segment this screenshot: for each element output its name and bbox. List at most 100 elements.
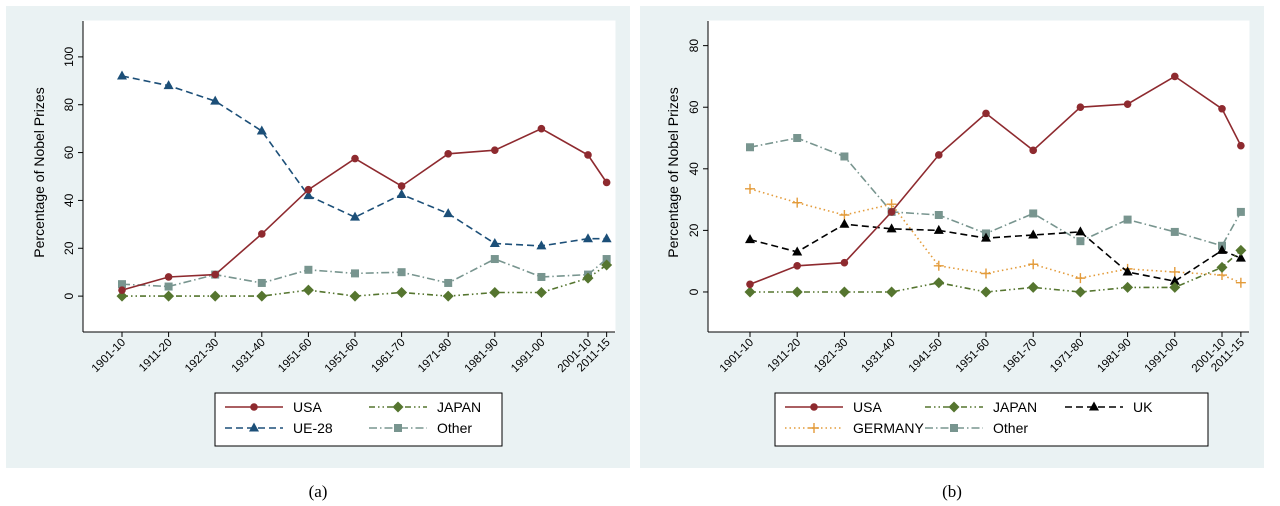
point-germany-marker bbox=[933, 260, 944, 271]
point-ue-28-marker bbox=[210, 95, 221, 105]
point-other-marker bbox=[1236, 207, 1245, 216]
x-tick-label: 1951-60 bbox=[276, 337, 314, 375]
point-uk-marker bbox=[886, 223, 897, 233]
point-usa-marker bbox=[258, 230, 266, 238]
series-usa bbox=[746, 72, 1245, 289]
plot-area-a bbox=[82, 20, 616, 333]
legend-item-germany: GERMANY bbox=[785, 420, 924, 436]
legend-label-usa: USA bbox=[293, 399, 322, 415]
point-other-marker bbox=[537, 272, 546, 281]
point-ue-28-marker bbox=[117, 70, 127, 80]
point-other-marker bbox=[490, 255, 499, 264]
point-other-marker bbox=[1029, 209, 1038, 218]
point-germany-marker bbox=[1169, 266, 1180, 277]
point-japan-marker bbox=[302, 284, 314, 296]
point-usa-marker bbox=[1218, 104, 1226, 113]
legend-item-usa: USA bbox=[785, 399, 882, 415]
caption-b: (b) bbox=[942, 482, 962, 501]
point-other-marker bbox=[118, 280, 126, 289]
point-japan-marker bbox=[256, 290, 268, 302]
point-usa-marker bbox=[584, 151, 592, 159]
y-tick-label: 20 bbox=[687, 223, 701, 237]
point-germany-marker bbox=[839, 209, 850, 220]
legend-other-marker bbox=[950, 424, 958, 432]
point-other-marker bbox=[840, 152, 849, 161]
point-japan-marker bbox=[116, 290, 128, 302]
legend-label-japan: JAPAN bbox=[437, 399, 481, 415]
x-tick-label: 1911-20 bbox=[137, 337, 175, 375]
y-axis-label: Percentage of Nobel Prizes bbox=[31, 87, 47, 257]
point-japan-marker bbox=[980, 286, 992, 298]
chart-b-svg: 0 20 40 60 80 Percentage of Nobel Prizes 1901-… bbox=[665, 20, 1250, 447]
point-usa-marker bbox=[1237, 141, 1245, 150]
x-tick-label: 1981-90 bbox=[463, 337, 501, 375]
point-japan-marker bbox=[582, 272, 594, 284]
chart-a-svg: 0 20 40 60 80 100 Percentage of Nobel Prizes 19… bbox=[31, 20, 616, 447]
point-other-marker bbox=[746, 143, 754, 152]
legend-b: USA JAPAN UK GERMANY Other bbox=[774, 392, 1209, 447]
point-uk-marker bbox=[745, 234, 755, 244]
legend-box bbox=[214, 392, 503, 447]
point-germany-marker bbox=[886, 199, 897, 210]
series-line-ue-28 bbox=[121, 75, 607, 247]
y-tick-label: 60 bbox=[687, 100, 701, 114]
point-usa-marker bbox=[397, 182, 406, 190]
point-usa-marker bbox=[491, 146, 499, 154]
point-uk-marker bbox=[1075, 226, 1086, 236]
legend-label-other: Other bbox=[437, 420, 472, 436]
y-tick-label: 20 bbox=[62, 241, 76, 255]
point-usa-marker bbox=[793, 261, 801, 270]
x-tick-label: 1971-80 bbox=[1048, 337, 1086, 375]
point-usa-marker bbox=[602, 178, 611, 187]
x-tick-label: 1951-60 bbox=[323, 337, 361, 375]
point-japan-marker bbox=[1216, 261, 1228, 273]
x-tick-label: 1921-30 bbox=[183, 337, 221, 375]
point-usa-marker bbox=[164, 273, 173, 281]
point-ue-28-marker bbox=[350, 211, 360, 221]
y-tick-label: 80 bbox=[687, 39, 701, 53]
point-ue-28-marker bbox=[256, 125, 267, 135]
point-ue-28-marker bbox=[303, 190, 314, 200]
point-ue-28-marker bbox=[536, 240, 547, 250]
point-ue-28-marker bbox=[163, 80, 174, 90]
legend-label-japan: JAPAN bbox=[993, 399, 1037, 415]
caption-a: (a) bbox=[308, 482, 328, 501]
point-uk-marker bbox=[1169, 275, 1180, 285]
point-japan-marker bbox=[1122, 281, 1134, 293]
point-japan-marker bbox=[1027, 281, 1039, 293]
x-tick-label: 1931-40 bbox=[859, 337, 897, 375]
point-usa-marker bbox=[118, 286, 126, 294]
point-japan-marker bbox=[489, 287, 501, 299]
point-other-marker bbox=[304, 265, 313, 274]
point-uk-marker bbox=[1217, 244, 1227, 254]
series-japan bbox=[744, 244, 1247, 298]
point-usa-marker bbox=[304, 185, 313, 194]
point-usa-marker bbox=[935, 151, 943, 159]
legend-label-uk: UK bbox=[1133, 399, 1153, 415]
series-line-usa bbox=[749, 75, 1242, 286]
y-tick-label: 40 bbox=[62, 193, 76, 207]
point-japan-marker bbox=[535, 287, 547, 299]
point-uk-marker bbox=[933, 224, 944, 234]
point-japan-marker bbox=[744, 286, 756, 298]
chart-panel-a: 0 20 40 60 80 100 Percentage of Nobel Prizes 19… bbox=[6, 6, 630, 468]
chart-panel-b: 0 20 40 60 80 Percentage of Nobel Prizes 1901-… bbox=[640, 6, 1264, 468]
x-tick-label: 1931-40 bbox=[230, 337, 268, 375]
point-japan-marker bbox=[349, 290, 361, 302]
legend-item-other: Other bbox=[369, 420, 472, 436]
legend-item-other: Other bbox=[925, 420, 1028, 436]
x-tick-label: 1941-50 bbox=[907, 337, 945, 375]
series-japan bbox=[116, 259, 613, 302]
legend-ue-28-marker bbox=[249, 422, 259, 432]
plot-area-b bbox=[707, 20, 1250, 333]
legend-item-japan: JAPAN bbox=[925, 399, 1037, 415]
point-usa-marker bbox=[1029, 146, 1037, 155]
point-germany-marker bbox=[1028, 259, 1039, 270]
legend-japan-marker bbox=[392, 401, 404, 413]
point-japan-marker bbox=[791, 286, 803, 298]
legend-uk-marker bbox=[1089, 401, 1099, 411]
point-usa-marker bbox=[1171, 72, 1179, 81]
point-other-marker bbox=[164, 282, 173, 291]
series-line-japan bbox=[750, 249, 1242, 293]
legend-usa-marker bbox=[810, 403, 818, 411]
